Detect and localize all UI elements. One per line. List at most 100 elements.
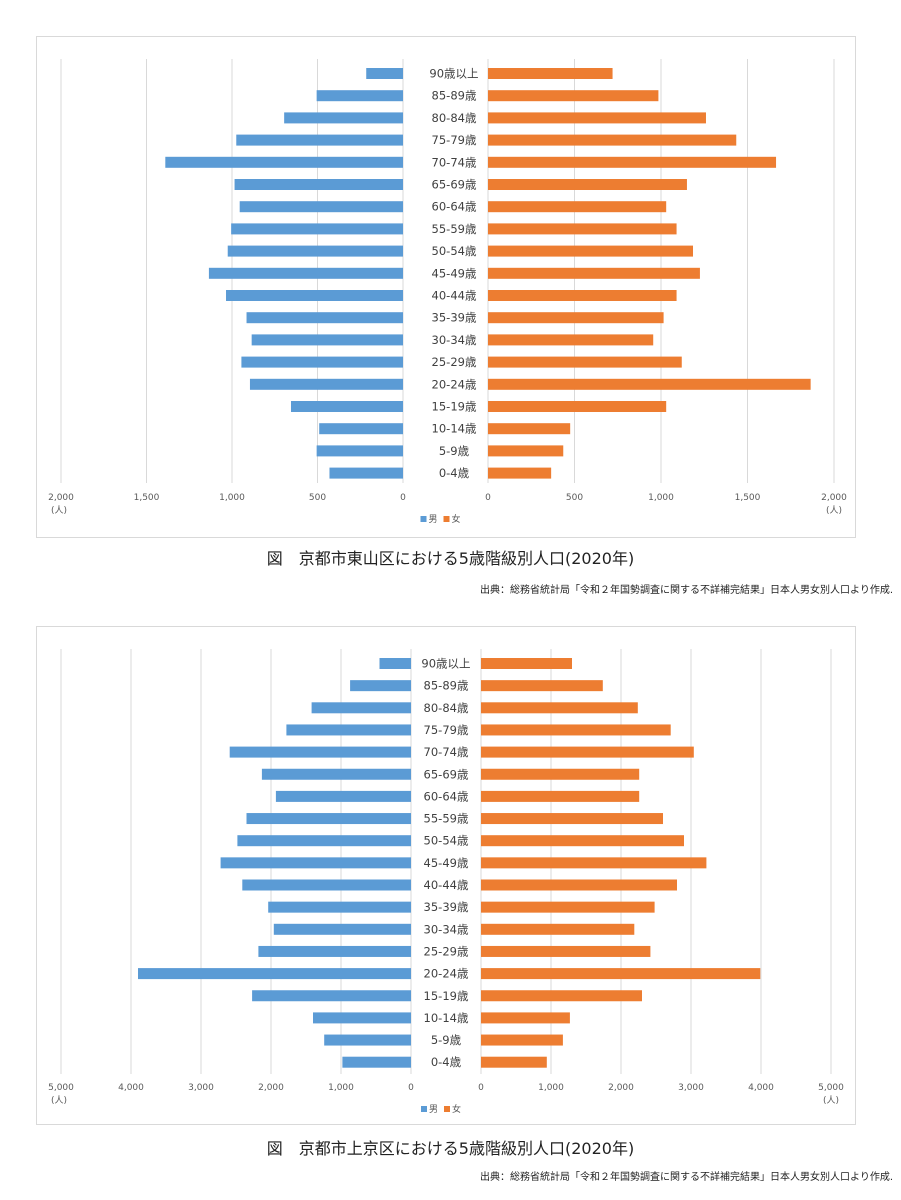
bar-female — [488, 245, 694, 257]
bar-male — [313, 1012, 411, 1024]
unit-label-right: (人) — [823, 1095, 839, 1106]
bar-male — [311, 702, 411, 714]
bar-male — [290, 401, 403, 412]
legend-label-male: 男 — [429, 1104, 438, 1115]
bar-female — [481, 879, 677, 891]
category-label: 85-89歳 — [432, 89, 477, 103]
bar-male — [284, 112, 403, 124]
legend-swatch-male — [420, 516, 427, 522]
bar-male — [342, 1056, 411, 1068]
bar-female — [488, 356, 682, 368]
bar-female — [481, 1056, 547, 1068]
legend-swatch-male — [421, 1106, 427, 1112]
x-tick-label-left: 4,000 — [118, 1083, 144, 1093]
bar-female — [481, 1034, 563, 1046]
x-tick-label-left: 1,000 — [219, 493, 245, 503]
chart-panel-higashiyama: 2,000 1,500 1,000 500 0 0 500 1,000 1,500 2,000 (人… — [36, 36, 856, 538]
x-tick-label-left: 0 — [408, 1083, 414, 1093]
bar-female — [488, 378, 811, 390]
bar-male — [329, 467, 403, 479]
x-tick-label-right: 2,000 — [608, 1083, 634, 1093]
bar-male — [239, 201, 403, 213]
category-label: 25-29歳 — [424, 944, 469, 958]
bar-male — [319, 423, 403, 435]
bar-male — [246, 813, 411, 825]
category-label: 70-74歳 — [424, 745, 469, 759]
category-label: 60-64歳 — [432, 200, 477, 214]
category-label: 75-79歳 — [432, 133, 477, 147]
category-label: 50-54歳 — [424, 834, 469, 848]
bar-male — [231, 223, 403, 235]
bar-female — [488, 223, 677, 235]
bar-male — [229, 746, 411, 758]
x-tick-label-left: 3,000 — [188, 1083, 214, 1093]
x-tick-label-left: 2,000 — [258, 1083, 284, 1093]
bar-female — [488, 334, 654, 346]
bar-male — [251, 334, 403, 346]
category-label: 0-4歳 — [431, 1055, 462, 1069]
x-tick-label-right: 1,500 — [735, 493, 761, 503]
unit-label-left: (人) — [51, 505, 67, 516]
bar-male — [366, 68, 403, 79]
chart-caption-higashiyama: 図 京都市東山区における5歳階級別人口(2020年) — [266, 549, 635, 568]
legend-label-female: 女 — [452, 1103, 461, 1115]
unit-label-left: (人) — [51, 1095, 67, 1106]
bar-male — [275, 790, 411, 802]
category-label: 60-64歳 — [424, 789, 469, 803]
bar-female — [488, 179, 687, 190]
bar-male — [236, 134, 403, 146]
legend-label-male: 男 — [429, 514, 438, 525]
x-tick-label-right: 0 — [478, 1083, 484, 1093]
category-label: 20-24歳 — [424, 967, 469, 981]
chart-panel-kamigyo: 5,000 4,000 3,000 2,000 1,000 0 0 1,000 2,000 3,0… — [36, 626, 856, 1125]
category-label: 65-69歳 — [432, 178, 477, 192]
x-tick-label-right: 500 — [566, 493, 583, 503]
bar-female — [488, 401, 667, 412]
bar-female — [481, 901, 655, 913]
bar-female — [481, 680, 603, 692]
x-tick-label-left: 2,000 — [48, 493, 74, 503]
category-label: 40-44歳 — [424, 878, 469, 892]
bar-male — [246, 312, 403, 324]
category-label: 80-84歳 — [424, 701, 469, 715]
bar-female — [488, 423, 571, 435]
x-tick-label-left: 1,000 — [328, 1083, 354, 1093]
bar-male — [165, 156, 403, 168]
bar-female — [481, 702, 638, 714]
bar-male — [316, 445, 403, 457]
category-label: 80-84歳 — [432, 111, 477, 125]
bar-male — [379, 658, 411, 669]
bar-male — [273, 923, 411, 935]
category-label: 35-39歳 — [424, 900, 469, 914]
bar-female — [481, 813, 663, 825]
category-label: 5-9歳 — [439, 444, 470, 458]
bar-female — [481, 658, 572, 669]
x-tick-label-right: 3,000 — [678, 1083, 704, 1093]
category-label: 50-54歳 — [432, 244, 477, 258]
chart-caption-kamigyo: 図 京都市上京区における5歳階級別人口(2020年) — [266, 1139, 635, 1158]
category-label: 15-19歳 — [432, 400, 477, 414]
legend-swatch-female — [443, 516, 450, 522]
bar-male — [249, 378, 403, 390]
category-label: 45-49歳 — [432, 266, 477, 280]
x-tick-label-left: 5,000 — [48, 1083, 74, 1093]
legend-swatch-female — [444, 1106, 450, 1112]
bar-female — [488, 290, 677, 301]
category-label: 75-79歳 — [424, 723, 469, 737]
category-label: 25-29歳 — [432, 355, 477, 369]
x-tick-label-left: 0 — [400, 493, 406, 503]
bar-male — [286, 724, 411, 736]
bar-male — [258, 945, 411, 957]
bar-female — [488, 201, 667, 213]
bar-female — [481, 857, 707, 869]
bar-female — [481, 790, 640, 802]
bar-female — [488, 312, 664, 324]
bar-female — [481, 923, 635, 935]
bar-female — [488, 112, 706, 124]
bar-male — [226, 290, 403, 301]
bar-female — [488, 267, 700, 279]
bar-female — [488, 68, 613, 79]
bar-female — [481, 768, 640, 780]
category-label: 90歳以上 — [429, 67, 478, 81]
bar-male — [268, 901, 411, 913]
